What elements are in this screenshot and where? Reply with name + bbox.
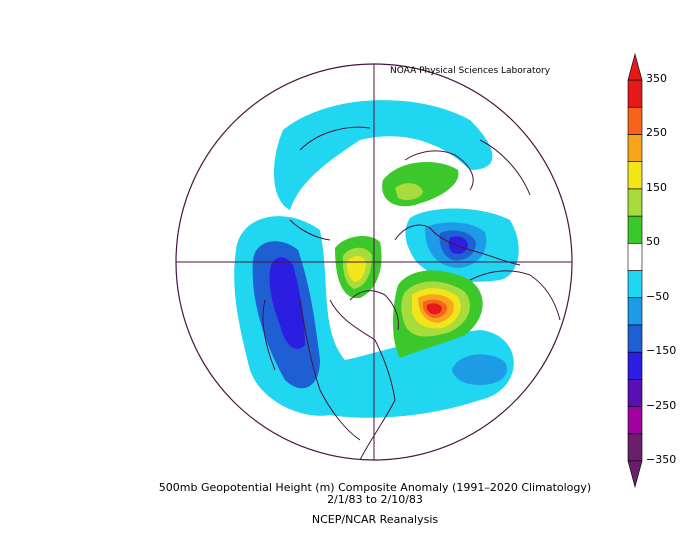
map-title: 500mb Geopotential Height (m) Composite …	[158, 481, 592, 494]
colorbar-swatch	[627, 433, 643, 462]
colorbar-tick-label: 150	[646, 180, 667, 194]
colorbar-tick-label: 50	[646, 235, 660, 249]
data-source: NCEP/NCAR Reanalysis	[311, 513, 439, 526]
negative-anomaly-regions	[234, 100, 519, 418]
colorbar-swatch	[627, 406, 643, 435]
colorbar-swatch	[627, 106, 643, 135]
colorbar-swatch	[627, 79, 643, 108]
colorbar-tick-label: −50	[646, 289, 670, 303]
colorbar	[627, 52, 643, 489]
colorbar-swatch	[627, 270, 643, 299]
coastlines	[262, 126, 561, 460]
positive-anomaly-regions	[335, 161, 483, 358]
credit-label: NOAA Physical Sciences Laboratory	[390, 66, 551, 76]
colorbar-swatch	[627, 324, 643, 353]
colorbar-swatch	[627, 242, 643, 271]
colorbar-swatch	[627, 215, 643, 244]
colorbar-tick-label: −150	[646, 344, 677, 358]
colorbar-tick-label: −350	[646, 453, 677, 466]
colorbar-tick-label: 350	[646, 72, 667, 85]
colorbar-tick-label: 250	[646, 126, 667, 140]
colorbar-swatch	[627, 161, 643, 190]
colorbar-swatch	[627, 188, 643, 217]
date-range: 2/1/83 to 2/10/83	[327, 493, 423, 506]
map-boundary	[175, 63, 573, 461]
colorbar-swatch	[627, 351, 643, 380]
colorbar-swatch	[627, 134, 643, 162]
colorbar-min-arrow	[627, 460, 643, 489]
colorbar-tick-label: −250	[646, 398, 677, 412]
colorbar-swatch	[627, 297, 643, 326]
colorbar-swatch	[627, 379, 643, 407]
colorbar-max-arrow	[627, 52, 643, 81]
